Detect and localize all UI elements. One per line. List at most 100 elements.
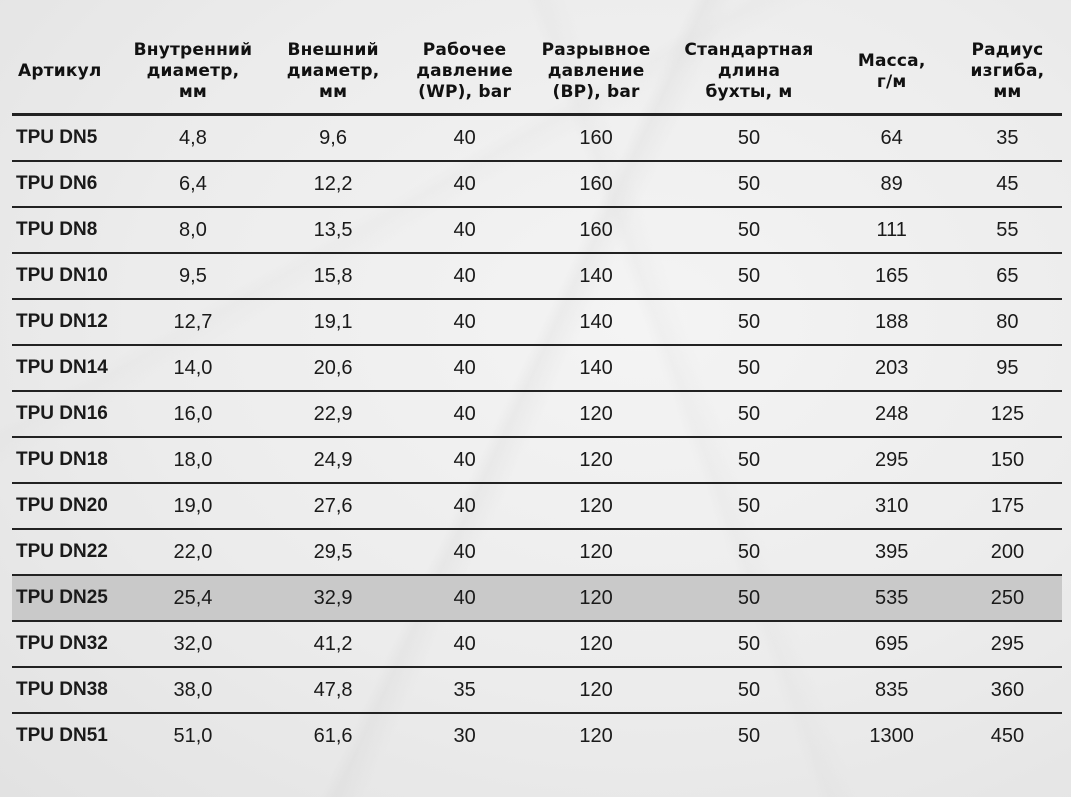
header-line: диаметр, [286, 61, 380, 81]
cell-bend-radius: 360 [952, 667, 1062, 714]
cell-outer-diameter: 24,9 [261, 437, 405, 484]
cell-bend-radius: 295 [952, 621, 1062, 668]
cell-coil-length: 50 [667, 345, 831, 392]
cell-coil-length: 50 [667, 575, 831, 622]
cell-bend-radius: 65 [952, 253, 1062, 300]
cell-burst-pressure: 120 [579, 724, 613, 747]
cell-article: TPU DN10 [12, 253, 125, 300]
cell-inner-diameter: 14,0 [124, 345, 262, 392]
cell-inner-diameter: 25,4 [124, 575, 262, 622]
cell-mass: 835 [830, 667, 953, 714]
cell-article: TPU DN14 [12, 345, 125, 392]
header-line: (WP), bar [418, 82, 512, 102]
header-line: Стандартная [684, 40, 814, 60]
table-row: TPU DN14 14,0 20,6 40 140 50 203 95 [12, 345, 1062, 392]
table-row: TPU DN22 22,0 29,5 40 120 50 395 200 [12, 529, 1062, 576]
cell-mass: 395 [830, 529, 953, 576]
cell-article: TPU DN8 [12, 207, 125, 254]
cell-inner-diameter: 4,8 [124, 114, 262, 162]
cell-outer-diameter: 13,5 [261, 207, 405, 254]
cell-mass: 535 [830, 575, 953, 622]
cell-mass: 89 [830, 161, 953, 208]
cell-bend-radius: 150 [952, 437, 1062, 484]
cell-outer-diameter: 41,2 [261, 621, 405, 668]
cell-working-pressure: 30 [453, 724, 476, 747]
table-row: TPU DN6 6,4 12,2 40 160 50 89 45 [12, 161, 1062, 208]
cell-mass: 188 [830, 299, 953, 346]
header-line: Радиус [971, 40, 1044, 60]
cell-mass: 64 [830, 114, 953, 162]
cell-bend-radius: 200 [952, 529, 1062, 576]
cell-outer-diameter: 22,9 [261, 391, 405, 438]
column-header-article: Артикул [12, 40, 124, 115]
header-line: Артикул [18, 61, 102, 81]
cell-outer-diameter: 15,8 [261, 253, 405, 300]
cell-article: TPU DN5 [12, 114, 125, 162]
cell-article: TPU DN6 [12, 161, 125, 208]
cell-outer-diameter: 27,6 [261, 483, 405, 530]
cell-burst-pressure: 160 [524, 207, 668, 254]
table-row: TPU DN10 9,5 15,8 40 140 50 165 65 [12, 253, 1062, 300]
cell-inner-diameter: 32,0 [124, 621, 262, 668]
cell-coil-length: 50 [667, 253, 831, 300]
table-row: TPU DN51 51,0 61,6 30 120 50 1300 450 [12, 713, 1062, 758]
cell-inner-diameter: 8,0 [124, 207, 262, 254]
cell-article: TPU DN12 [12, 299, 125, 346]
table-row: TPU DN20 19,0 27,6 40 120 50 310 175 [12, 483, 1062, 530]
cell-working-pressure: 40 [404, 299, 525, 346]
cell-coil-length: 50 [667, 437, 831, 484]
cell-coil-length: 50 [667, 161, 831, 208]
cell-burst-pressure: 120 [524, 483, 668, 530]
cell-working-pressure: 40 [404, 529, 525, 576]
cell-coil-length: 50 [737, 724, 761, 747]
cell-burst-pressure: 140 [524, 345, 668, 392]
cell-outer-diameter: 29,5 [261, 529, 405, 576]
cell-working-pressure: 40 [404, 207, 525, 254]
cell-bend-radius: 250 [952, 575, 1062, 622]
column-header-outer-diameter: Внешний диаметр, мм [262, 40, 405, 115]
cell-burst-pressure: 120 [524, 437, 668, 484]
cell-mass: 248 [830, 391, 953, 438]
table-row: TPU DN16 16,0 22,9 40 120 50 248 125 [12, 391, 1062, 438]
cell-article: TPU DN22 [12, 529, 125, 576]
cell-article: TPU DN51 [16, 725, 108, 746]
table-header-row: Артикул Внутренний диаметр, мм Внешний диамет… [12, 40, 1062, 115]
cell-working-pressure: 40 [404, 483, 525, 530]
header-line: мм [178, 82, 208, 102]
cell-working-pressure: 40 [404, 253, 525, 300]
cell-working-pressure: 40 [404, 114, 525, 162]
header-line: изгиба, [970, 61, 1045, 81]
header-line: Внешний [287, 40, 379, 60]
cell-mass: 310 [830, 483, 953, 530]
cell-outer-diameter: 61,6 [313, 724, 353, 747]
cell-inner-diameter: 6,4 [124, 161, 262, 208]
cell-bend-radius: 175 [952, 483, 1062, 530]
cell-coil-length: 50 [667, 114, 831, 162]
cell-inner-diameter: 22,0 [124, 529, 262, 576]
cell-mass: 203 [830, 345, 953, 392]
column-header-coil-length: Стандартная длина бухты, м [667, 40, 830, 115]
header-line: Рабочее [422, 40, 507, 60]
cell-bend-radius: 55 [952, 207, 1062, 254]
cell-mass: 695 [830, 621, 953, 668]
header-line: давление [547, 61, 645, 81]
header-line: г/м [876, 71, 907, 92]
cell-article: TPU DN16 [12, 391, 125, 438]
table-row: TPU DN18 18,0 24,9 40 120 50 295 150 [12, 437, 1062, 484]
cell-outer-diameter: 47,8 [261, 667, 405, 714]
cell-mass: 165 [830, 253, 953, 300]
cell-article: TPU DN18 [12, 437, 125, 484]
cell-inner-diameter: 12,7 [124, 299, 262, 346]
cell-outer-diameter: 20,6 [261, 345, 405, 392]
cell-burst-pressure: 140 [524, 299, 668, 346]
cell-coil-length: 50 [667, 529, 831, 576]
cell-mass: 295 [830, 437, 953, 484]
table-row: TPU DN32 32,0 41,2 40 120 50 695 295 [12, 621, 1062, 668]
table-row: TPU DN8 8,0 13,5 40 160 50 111 55 [12, 207, 1062, 254]
column-header-working-pressure: Рабочее давление (WP), bar [404, 40, 524, 115]
cell-coil-length: 50 [667, 391, 831, 438]
cell-working-pressure: 40 [404, 437, 525, 484]
cell-article: TPU DN25 [12, 575, 125, 622]
cell-outer-diameter: 19,1 [261, 299, 405, 346]
cell-bend-radius: 125 [952, 391, 1062, 438]
